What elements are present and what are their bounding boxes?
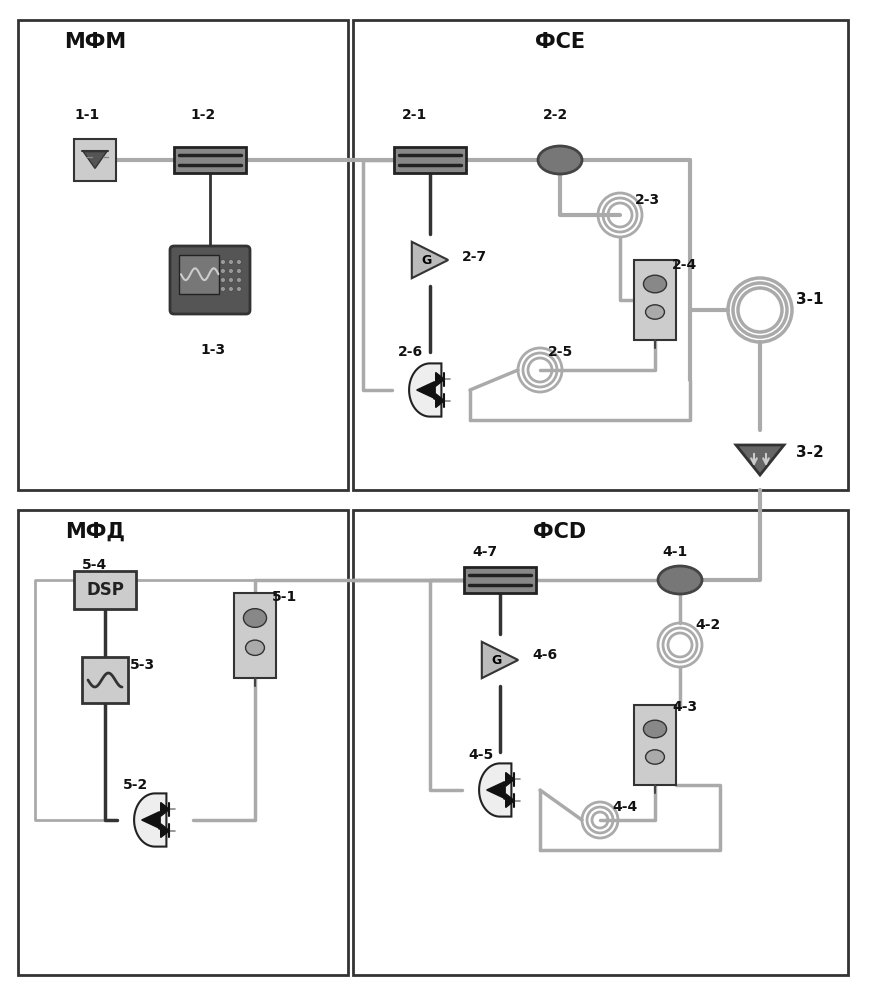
Circle shape — [220, 286, 225, 292]
Bar — [634, 260, 675, 340]
Bar — [179, 255, 218, 294]
Polygon shape — [416, 382, 434, 398]
Circle shape — [220, 277, 225, 282]
Text: ФCD: ФCD — [533, 522, 586, 542]
Text: G: G — [421, 253, 431, 266]
Text: МФМ: МФМ — [63, 32, 126, 52]
Bar — [394, 147, 466, 173]
Bar — [463, 567, 535, 593]
Polygon shape — [83, 152, 107, 168]
Circle shape — [229, 268, 233, 273]
Text: 4-4: 4-4 — [611, 800, 636, 814]
Text: 2-2: 2-2 — [542, 108, 567, 122]
Circle shape — [236, 277, 242, 282]
Text: МФД: МФД — [65, 522, 125, 542]
Polygon shape — [481, 642, 518, 678]
Ellipse shape — [643, 275, 666, 293]
Polygon shape — [505, 794, 514, 807]
Ellipse shape — [537, 146, 581, 174]
Text: 2-7: 2-7 — [461, 250, 487, 264]
Text: 4-3: 4-3 — [671, 700, 696, 714]
Ellipse shape — [645, 750, 664, 764]
Ellipse shape — [243, 609, 266, 627]
Bar — [18, 510, 348, 975]
Ellipse shape — [645, 305, 664, 319]
Circle shape — [229, 286, 233, 292]
Text: 1-2: 1-2 — [189, 108, 215, 122]
Ellipse shape — [657, 566, 701, 594]
Polygon shape — [142, 812, 159, 828]
Bar — [353, 20, 847, 490]
Circle shape — [236, 286, 242, 292]
Text: 5-3: 5-3 — [129, 658, 155, 672]
Bar — [82, 657, 128, 703]
Circle shape — [236, 259, 242, 264]
Polygon shape — [435, 394, 444, 407]
FancyBboxPatch shape — [169, 246, 249, 314]
Ellipse shape — [245, 640, 264, 655]
Text: 2-3: 2-3 — [634, 193, 660, 207]
Text: 4-2: 4-2 — [694, 618, 720, 632]
Text: 5-4: 5-4 — [82, 558, 107, 572]
Bar — [74, 571, 136, 609]
Bar — [74, 139, 116, 181]
Polygon shape — [479, 763, 511, 817]
Ellipse shape — [643, 720, 666, 738]
Circle shape — [236, 268, 242, 273]
Text: 2-4: 2-4 — [671, 258, 696, 272]
Circle shape — [229, 259, 233, 264]
Bar — [18, 20, 348, 490]
Circle shape — [229, 277, 233, 282]
Polygon shape — [161, 824, 169, 837]
Text: G: G — [490, 654, 501, 666]
Circle shape — [220, 268, 225, 273]
Polygon shape — [161, 803, 169, 816]
Text: DSP: DSP — [86, 581, 123, 599]
Text: 4-6: 4-6 — [531, 648, 556, 662]
Text: 4-7: 4-7 — [472, 545, 496, 559]
Polygon shape — [435, 373, 444, 386]
Text: 1-1: 1-1 — [74, 108, 99, 122]
Polygon shape — [411, 242, 448, 278]
Text: ФСЕ: ФСЕ — [534, 32, 584, 52]
Bar — [634, 705, 675, 785]
Bar — [174, 147, 246, 173]
Polygon shape — [134, 793, 166, 847]
Polygon shape — [505, 773, 514, 786]
Text: 2-6: 2-6 — [397, 345, 422, 359]
Bar — [234, 592, 275, 678]
Text: 5-1: 5-1 — [272, 590, 297, 604]
Polygon shape — [735, 445, 783, 475]
Text: 4-5: 4-5 — [468, 748, 493, 762]
Circle shape — [220, 259, 225, 264]
Text: 2-1: 2-1 — [401, 108, 427, 122]
Text: 1-3: 1-3 — [200, 343, 225, 357]
Text: 5-2: 5-2 — [123, 778, 148, 792]
Bar — [353, 510, 847, 975]
Text: 4-1: 4-1 — [661, 545, 687, 559]
Text: 2-5: 2-5 — [547, 345, 573, 359]
Polygon shape — [486, 782, 503, 798]
Polygon shape — [408, 363, 441, 417]
Text: 3-1: 3-1 — [795, 292, 823, 307]
Text: 3-2: 3-2 — [795, 445, 823, 460]
